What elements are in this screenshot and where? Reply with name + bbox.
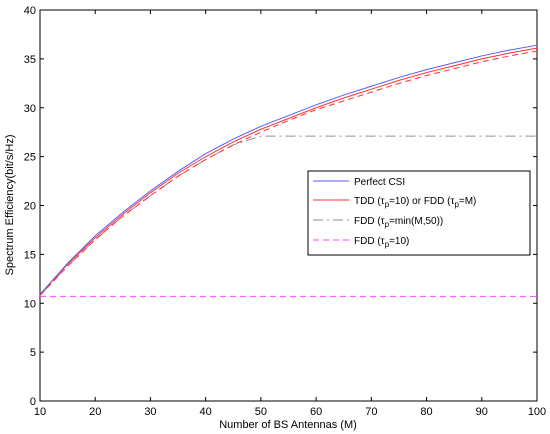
series-line-tdd-dashed-overlay [39,50,538,296]
x-axis-label: Number of BS Antennas (M) [219,419,357,431]
y-tick-label: 30 [24,103,36,115]
legend-label-fdd-10-part-a: FDD (τ [354,236,385,247]
y-tick-label: 25 [24,152,36,164]
y-tick-label: 5 [30,347,36,359]
x-tick-label: 40 [200,406,212,418]
legend-box [307,170,531,256]
y-tick-label: 40 [24,5,36,17]
legend-label-fdd-min: FDD (τp=min(M,50)) [354,216,443,229]
y-tick-label: 20 [24,201,36,213]
x-tick-label: 100 [528,406,546,418]
legend: Perfect CSI TDD (τp=10) or FDD (τp=M) FD… [307,170,531,256]
legend-label-fdd-10-part-c: =10) [389,236,409,247]
x-tick-label: 50 [255,406,267,418]
legend-label-tdd: TDD (τp=10) or FDD (τp=M) [354,196,476,209]
x-tick-label: 30 [144,406,156,418]
series-lines [39,44,538,297]
series-line-0 [39,44,538,295]
legend-label-tdd-sub-1: p [385,200,390,209]
legend-label-tdd-part-e: =M) [459,196,477,207]
legend-label-fdd-10: FDD (τp=10) [354,236,409,249]
legend-label-fdd-10-sub: p [385,240,390,249]
legend-label-fdd-min-sub: p [385,220,390,229]
axis-ticks: 10 20 30 40 50 60 70 80 90 100 0 5 10 15 20 25 30 35 40 [24,5,546,418]
y-axis-label: Spectrum Efficiency(bit/s/Hz) [4,134,16,275]
legend-label-fdd-min-part-a: FDD (τ [354,216,385,227]
x-tick-label: 90 [476,406,488,418]
x-tick-label: 80 [420,406,432,418]
x-tick-label: 10 [34,406,46,418]
y-tick-label: 10 [24,298,36,310]
legend-label-tdd-sub-2: p [454,200,459,209]
legend-label-tdd-part-a: TDD (τ [354,196,385,207]
series-line-1 [39,47,538,295]
legend-label-fdd-min-part-c: =min(M,50)) [389,216,443,227]
x-tick-label: 70 [365,406,377,418]
legend-label-perfect-csi: Perfect CSI [354,177,405,188]
y-tick-label: 15 [24,249,36,261]
y-tick-label: 0 [30,396,36,408]
x-tick-label: 60 [310,406,322,418]
x-tick-label: 20 [89,406,101,418]
y-tick-label: 35 [24,54,36,66]
legend-label-tdd-part-c: =10) or FDD (τ [389,196,454,207]
